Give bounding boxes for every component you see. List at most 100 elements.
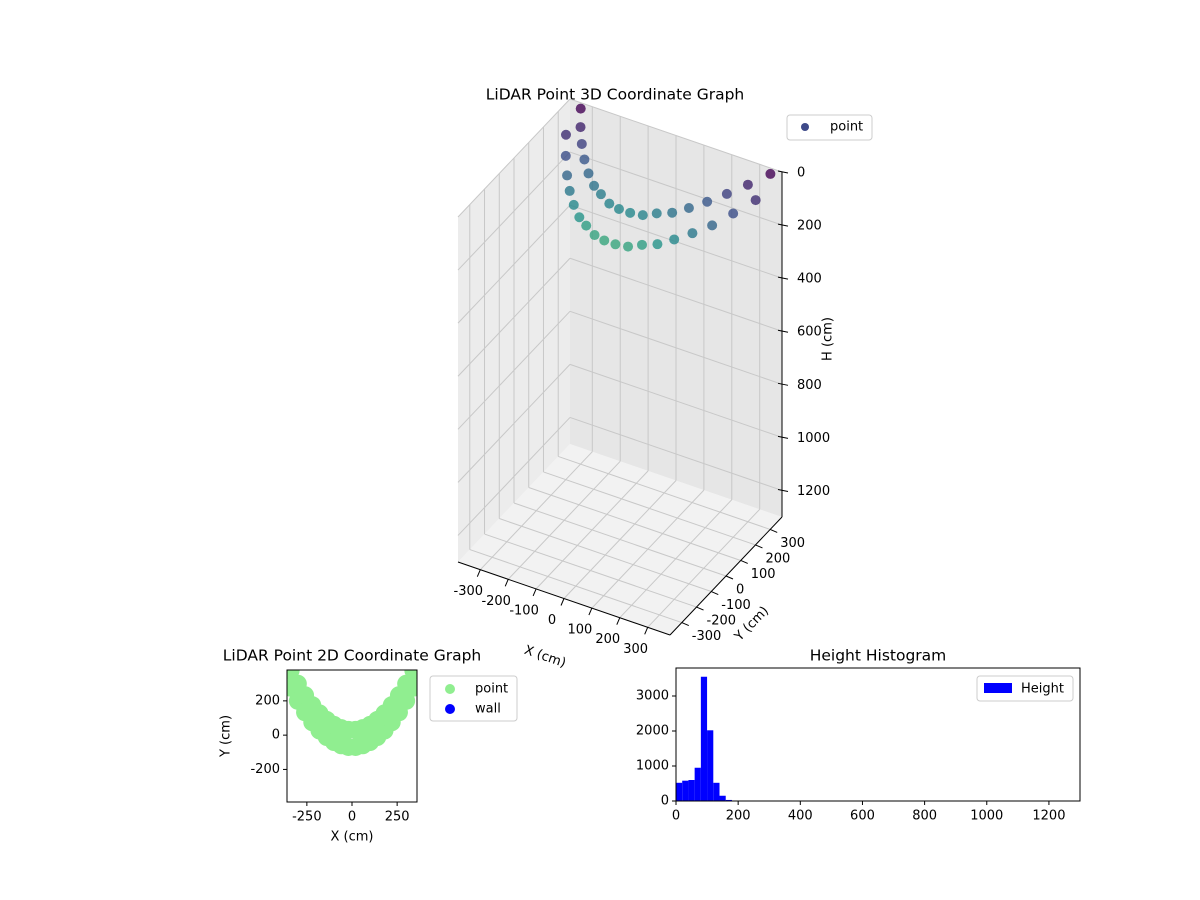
bar: [676, 782, 683, 801]
z-tick-label: 800: [797, 378, 822, 393]
point: [581, 220, 592, 231]
tick-mark: [644, 627, 649, 635]
y-tick-label: 0: [661, 794, 669, 809]
point: [637, 239, 647, 250]
point: [750, 195, 761, 206]
x-tick-label: -250: [292, 810, 322, 825]
y-axis-label: Y (cm): [219, 715, 234, 758]
y-tick-label: 2000: [636, 724, 669, 739]
x-tick-label: 200: [595, 632, 620, 647]
point: [765, 168, 776, 179]
chart-title: LiDAR Point 3D Coordinate Graph: [486, 86, 744, 104]
grid-line: [569, 257, 783, 332]
x-axis: [457, 561, 671, 636]
bar: [700, 676, 708, 801]
z-axis-label: H (cm): [821, 317, 836, 361]
y-axis: [669, 516, 783, 636]
x-tick-label: 250: [385, 810, 410, 825]
tick-mark: [777, 276, 789, 280]
legend-marker: [445, 684, 455, 694]
grid-line: [513, 502, 727, 577]
point: [669, 234, 680, 245]
point: [721, 188, 732, 199]
x-tick-label: 0: [548, 613, 556, 628]
y-tick-label: -200: [707, 614, 737, 629]
bar: [682, 780, 689, 801]
point: [562, 170, 573, 181]
grid-line: [569, 416, 783, 491]
tick-mark: [777, 382, 789, 386]
legend-label: point: [830, 120, 863, 135]
point: [702, 196, 713, 207]
grid-line: [457, 417, 571, 536]
point: [667, 207, 678, 218]
x-axis-label: X (cm): [522, 643, 568, 671]
z-tick-label: 400: [797, 272, 822, 287]
point: [560, 129, 571, 140]
point: [687, 228, 698, 239]
point: [583, 168, 594, 179]
point: [568, 199, 579, 210]
point: [604, 198, 615, 209]
y-tick-label: 0: [736, 583, 744, 598]
grid-line: [484, 533, 697, 608]
y-tick-label: -200: [250, 762, 280, 777]
grid-line: [569, 151, 783, 226]
y-tick-label: 200: [255, 693, 280, 708]
chart-title: Height Histogram: [810, 647, 947, 665]
z-tick-label: 200: [797, 219, 822, 234]
point: [625, 207, 636, 218]
grid-line: [569, 98, 783, 173]
legend-marker: [801, 123, 809, 131]
point: [589, 230, 600, 241]
tick-mark: [740, 560, 748, 564]
x-axis-label: X (cm): [331, 830, 374, 845]
x-tick-label: 0: [348, 810, 356, 825]
point: [742, 179, 753, 190]
bar: [719, 795, 726, 801]
y-tick-label: 3000: [636, 689, 669, 704]
bar: [713, 782, 720, 801]
legend-box: [976, 675, 1074, 702]
point: [595, 189, 606, 200]
grid-line: [543, 471, 756, 546]
legend-label: wall: [475, 702, 501, 717]
point: [589, 180, 600, 191]
y-tick-label: 0: [272, 728, 280, 743]
x-tick-label: 100: [567, 623, 592, 638]
z-tick-label: 600: [797, 325, 822, 340]
plot-frame: [675, 667, 1081, 802]
point: [560, 150, 571, 161]
point: [652, 239, 663, 250]
point: [575, 122, 586, 133]
bar: [688, 780, 695, 801]
grid-line: [558, 455, 771, 530]
point: [404, 670, 417, 680]
x-tick-label: 300: [623, 642, 648, 657]
grid-line: [457, 151, 571, 271]
tick-mark: [770, 528, 778, 533]
grid-line: [569, 363, 783, 438]
tick-mark: [777, 223, 789, 227]
z-tick-label: 1200: [797, 484, 830, 499]
chart-title: LiDAR Point 2D Coordinate Graph: [223, 647, 481, 665]
grid-line: [457, 98, 571, 218]
bar: [707, 730, 714, 801]
z-tick-label: 0: [797, 166, 805, 181]
y-tick-label: -100: [721, 598, 751, 613]
y-tick-label: 100: [751, 567, 776, 582]
tick-mark: [755, 544, 763, 549]
x-tick-label: 400: [788, 809, 813, 824]
tick-mark: [560, 598, 565, 606]
x-tick-label: 800: [912, 809, 937, 824]
point: [623, 241, 634, 252]
bar: [694, 767, 701, 801]
grid-line: [569, 310, 783, 385]
tick-mark: [777, 329, 789, 333]
x-tick-label: 1000: [970, 809, 1003, 824]
z-tick-label: 1000: [797, 431, 830, 446]
tick-mark: [504, 579, 509, 587]
point: [613, 203, 624, 214]
point: [683, 202, 694, 213]
